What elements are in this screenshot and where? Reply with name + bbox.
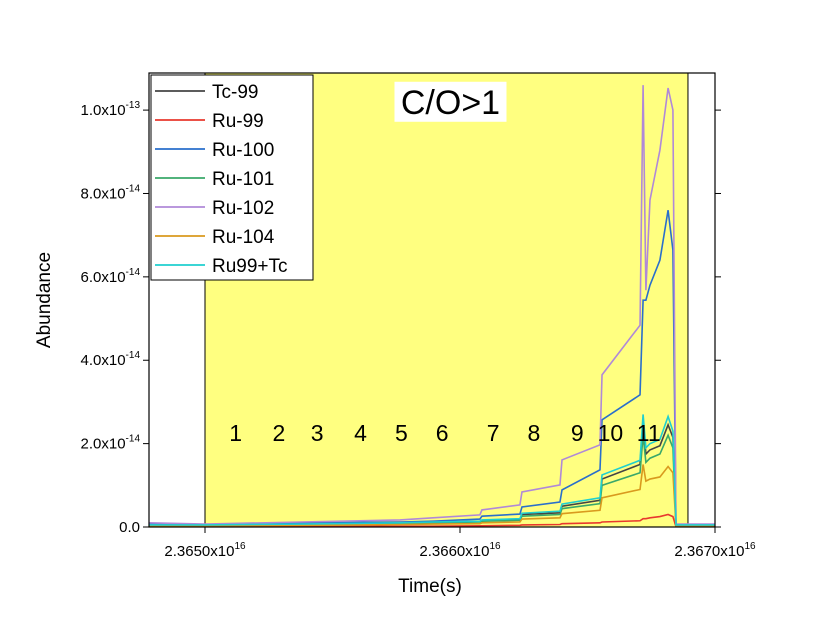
y-tick-label: 2.0x10-14 [81,434,141,453]
annotation: C/O>1 [401,84,500,122]
y-tick-label: 6.0x10-14 [81,267,141,286]
y-tick-label: 4.0x10-14 [81,350,141,369]
legend-label: Ru99+Tc [212,256,288,277]
annotation: 8 [528,420,541,446]
y-tick-label-text: 6.0x10 [81,269,126,286]
annotation: 7 [487,420,500,446]
annotation: 2 [273,420,286,446]
x-tick-label-exponent: 16 [744,541,756,552]
annotation: 3 [311,420,324,446]
annotation: 6 [436,420,449,446]
series-line [148,85,715,525]
y-tick-label-exponent: -14 [126,183,141,194]
annotation: 5 [395,420,408,446]
series-line [148,210,715,526]
series-line [149,414,715,526]
x-tick-label-exponent: 16 [234,541,246,552]
legend-label: Tc-99 [212,82,258,103]
y-tick-label: 1.0x10-13 [81,100,141,119]
x-tick-label: 2.3660x1016 [419,541,501,560]
series-line [149,433,715,527]
y-tick-label-text: 0.0 [119,519,140,536]
x-tick-label: 2.3670x1016 [674,541,756,560]
series-line [149,513,715,528]
legend-label: Ru-101 [212,169,274,190]
plot-frame [148,72,716,528]
x-tick-label-exponent: 16 [489,541,501,552]
y-tick-label-text: 4.0x10 [81,352,126,369]
annotation-box [394,81,507,122]
legend-label: Ru-102 [212,198,274,219]
x-tick-label-text: 2.3660x10 [419,543,489,560]
y-tick-label-exponent: -13 [126,100,141,111]
y-tick-label-text: 1.0x10 [81,102,126,119]
legend-label: Ru-100 [212,140,274,161]
y-tick-label-exponent: -14 [126,350,141,361]
x-axis-label: Time(s) [398,576,462,597]
y-tick-label-exponent: -14 [126,267,141,278]
y-tick-label-text: 8.0x10 [81,185,126,202]
x-tick-label: 2.3650x1016 [164,541,246,560]
annotation: 10 [598,420,624,446]
annotation: 4 [354,420,367,446]
annotation: 11 [637,420,661,446]
legend-label: Ru-99 [212,111,264,132]
x-tick-label-text: 2.3670x10 [674,543,744,560]
y-axis-label: Abundance [34,252,55,348]
legend-label: Ru-104 [212,227,275,248]
series-line [149,464,715,527]
y-tick-label-exponent: -14 [126,434,141,445]
annotation: 1 [229,420,242,446]
y-tick-label: 8.0x10-14 [81,183,141,202]
y-tick-label-text: 2.0x10 [81,436,126,453]
y-tick-label: 0.0 [119,519,140,536]
annotation: 9 [571,420,584,446]
x-tick-label-text: 2.3650x10 [164,543,234,560]
